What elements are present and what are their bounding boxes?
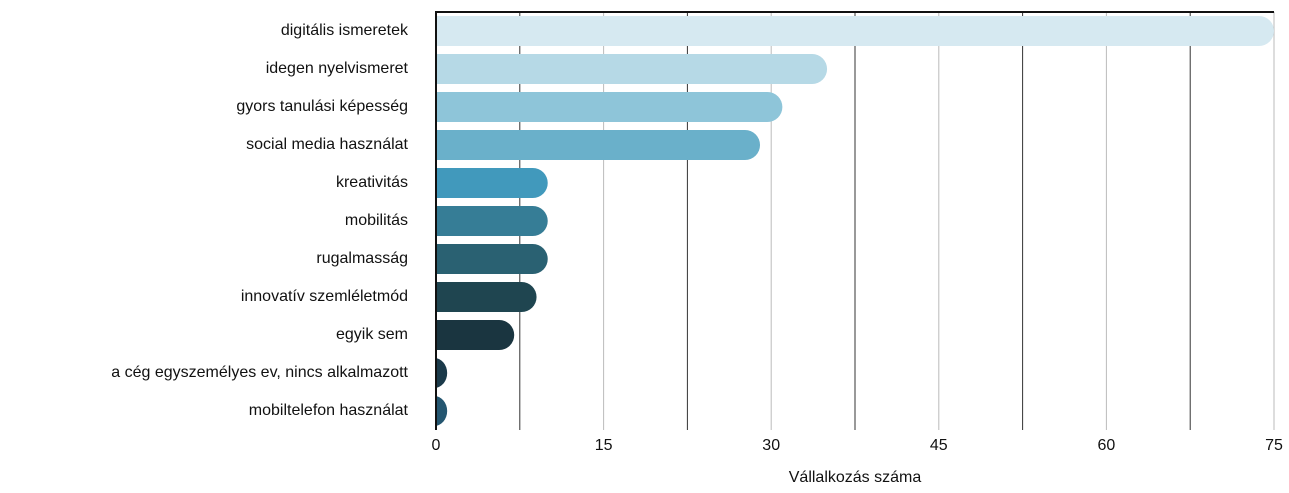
y-tick-label: a cég egyszemélyes ev, nincs alkalmazott bbox=[111, 364, 408, 381]
bar bbox=[436, 168, 548, 198]
y-tick-label: mobilitás bbox=[345, 212, 408, 229]
y-tick-label: gyors tanulási képesség bbox=[236, 98, 408, 115]
x-tick-label: 0 bbox=[432, 437, 441, 454]
y-tick-label: innovatív szemléletmód bbox=[241, 288, 408, 305]
y-tick-label: kreativitás bbox=[336, 174, 408, 191]
y-tick-label: social media használat bbox=[246, 136, 408, 153]
bar bbox=[436, 320, 515, 350]
bar bbox=[436, 358, 448, 388]
y-tick-label: idegen nyelvismeret bbox=[266, 60, 409, 77]
bar bbox=[436, 92, 783, 122]
y-tick-label: mobiltelefon használat bbox=[249, 402, 409, 419]
bar bbox=[436, 396, 448, 426]
bar bbox=[436, 130, 761, 160]
x-tick-label: 75 bbox=[1265, 437, 1283, 454]
bar bbox=[436, 206, 548, 236]
bar bbox=[436, 244, 548, 274]
y-tick-label: rugalmasság bbox=[316, 250, 408, 267]
x-tick-label: 15 bbox=[595, 437, 613, 454]
bar bbox=[436, 282, 537, 312]
y-tick-label: digitális ismeretek bbox=[281, 22, 409, 39]
bar bbox=[436, 16, 1274, 46]
x-tick-label: 30 bbox=[762, 437, 780, 454]
y-tick-label: egyik sem bbox=[336, 326, 408, 343]
bar bbox=[436, 54, 828, 84]
x-axis-label: Vállalkozás száma bbox=[789, 469, 922, 486]
x-tick-label: 45 bbox=[930, 437, 948, 454]
x-tick-label: 60 bbox=[1098, 437, 1116, 454]
